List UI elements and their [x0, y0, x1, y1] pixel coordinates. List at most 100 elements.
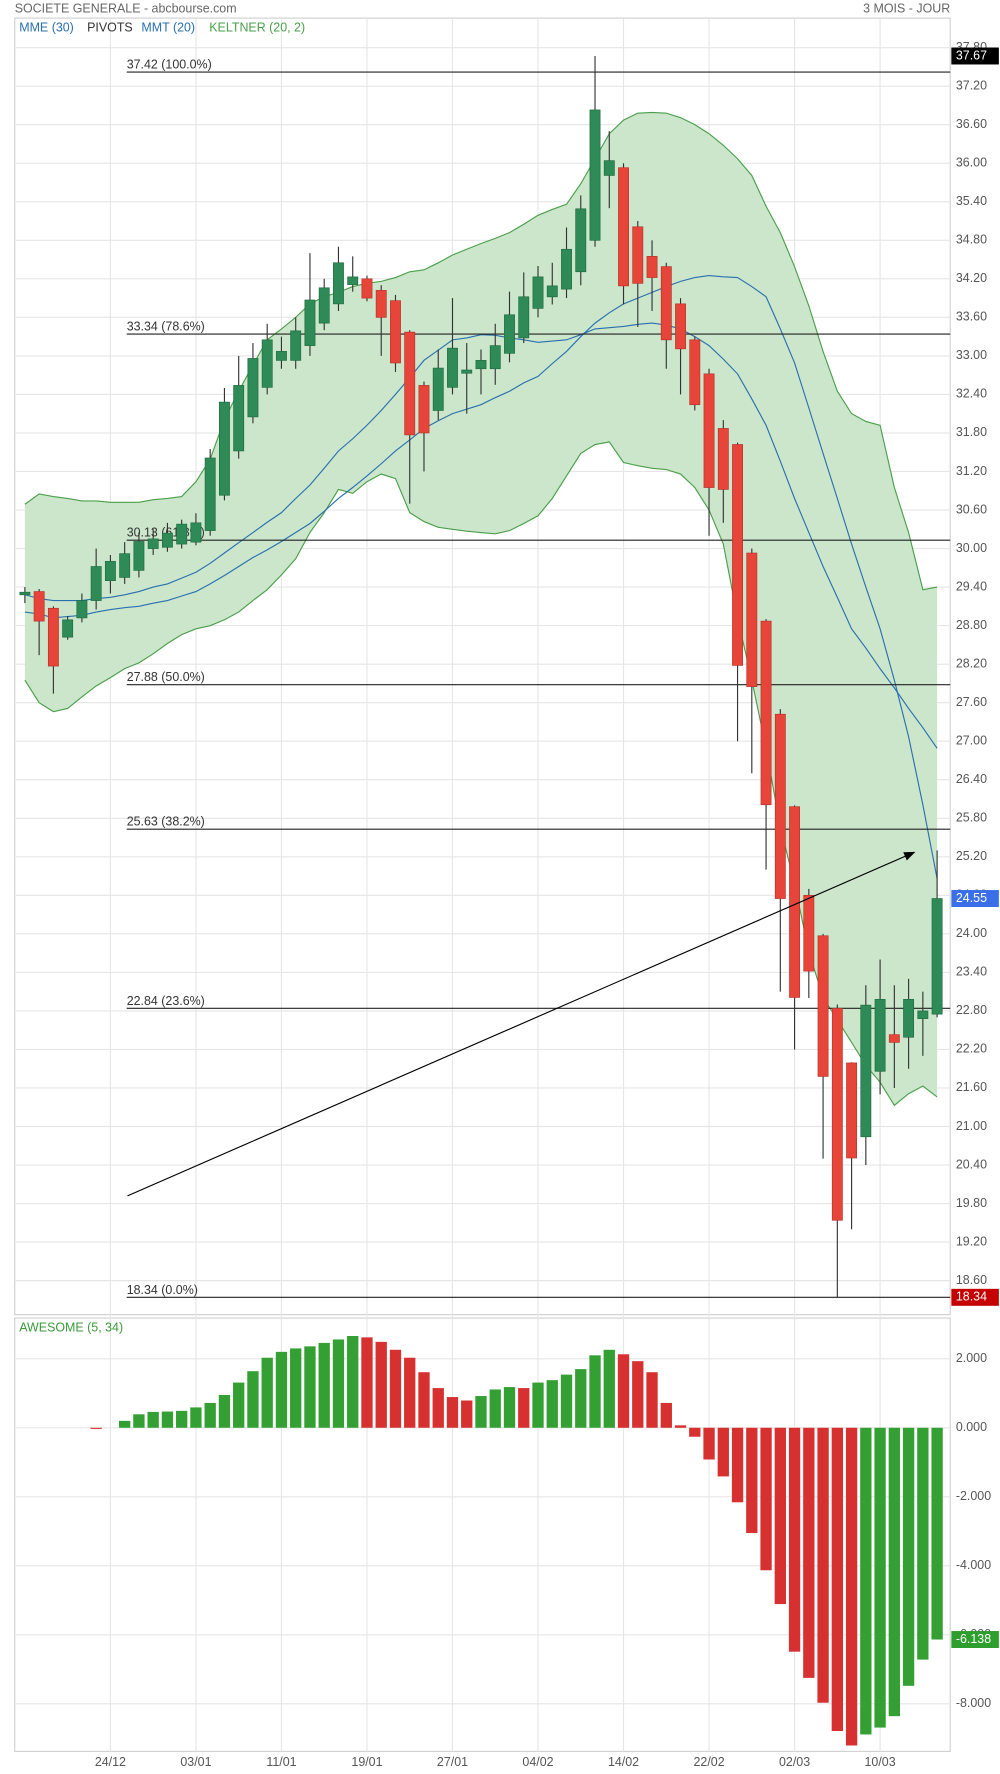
y-tick-label: 33.60 [956, 310, 987, 324]
y-tick-label: 21.60 [956, 1080, 987, 1094]
oscillator-bar [347, 1335, 359, 1428]
x-tick-label: 22/02 [693, 1755, 724, 1769]
candle-body [219, 401, 230, 496]
candle-body [247, 358, 259, 418]
candle-body [675, 303, 686, 350]
candle-body [846, 1062, 858, 1159]
candle-body [204, 457, 216, 531]
candle-body [333, 262, 344, 305]
y-tick-label: 22.80 [956, 1003, 987, 1017]
candle-body [703, 373, 715, 488]
fib-label: 33.34 (78.6%) [127, 320, 205, 334]
candle-body [532, 276, 544, 309]
y-tick-label: 33.00 [956, 348, 987, 362]
oscillator-bar [817, 1427, 829, 1703]
candle-body [90, 566, 102, 601]
oscillator-bar [233, 1382, 245, 1428]
oscillator-bar [660, 1402, 672, 1428]
candle-body [318, 287, 330, 324]
oscillator-bar [375, 1341, 387, 1428]
candle-body [233, 385, 245, 452]
moving-average [24, 275, 938, 879]
candle-body [33, 591, 45, 622]
y-tick-label: 32.40 [956, 387, 987, 401]
oscillator-bar [503, 1387, 516, 1428]
oscillator-bar [190, 1407, 202, 1428]
oscillator-bar [575, 1369, 587, 1428]
oscillator-last-box [951, 1631, 999, 1649]
keltner-upper [24, 111, 938, 591]
candle-body [518, 296, 530, 339]
fib-label: 22.84 (23.6%) [127, 994, 205, 1008]
y-tick-label: -8.000 [956, 1696, 991, 1710]
y-tick-label: 25.80 [956, 811, 987, 825]
candle-body [104, 561, 116, 581]
candle-body [290, 330, 302, 361]
x-tick-label: 03/01 [180, 1755, 211, 1769]
y-tick-label: 27.60 [956, 695, 987, 709]
y-tick-label: 23.40 [956, 965, 987, 979]
oscillator-bar [119, 1420, 131, 1428]
oscillator-bar [917, 1427, 929, 1660]
oscillator-bar [290, 1348, 302, 1428]
oscillator-bar [674, 1425, 687, 1428]
oscillator-bar [247, 1371, 259, 1428]
candle-body [76, 600, 88, 619]
oscillator-bar [760, 1427, 772, 1571]
candle-body [689, 339, 701, 406]
oscillator-bar [261, 1357, 273, 1428]
x-tick-label: 02/03 [779, 1755, 810, 1769]
candle-body [561, 248, 572, 290]
candle-body [390, 300, 401, 364]
x-tick-label: 11/01 [266, 1755, 296, 1769]
candle-body [133, 541, 145, 571]
candle-body [589, 109, 601, 241]
candle-body [603, 160, 615, 176]
y-tick-label: 31.20 [956, 464, 987, 478]
y-tick-label: 19.80 [956, 1196, 987, 1210]
candle-body [660, 266, 672, 341]
oscillator-bar [161, 1411, 174, 1428]
y-tick-label: 37.20 [956, 78, 987, 92]
oscillator-bar [703, 1427, 715, 1460]
x-tick-label: 19/01 [351, 1755, 382, 1769]
y-tick-label: 35.40 [956, 194, 987, 208]
y-tick-label: 21.00 [956, 1119, 987, 1133]
x-tick-label: 24/12 [95, 1755, 126, 1769]
candle-body [504, 314, 515, 354]
oscillator-bar [532, 1382, 544, 1428]
oscillator-bar [361, 1337, 373, 1428]
candle-body [717, 428, 729, 490]
candle-body [575, 208, 587, 273]
legend-item: PIVOTS [87, 21, 133, 35]
oscillator-bar [731, 1427, 744, 1503]
candle-body [147, 538, 159, 549]
oscillator-bar [461, 1400, 473, 1428]
oscillator-bar [475, 1396, 487, 1428]
candle-body [447, 347, 458, 388]
oscillator-bar [788, 1427, 801, 1652]
oscillator-bar [589, 1355, 601, 1428]
y-tick-label: 29.40 [956, 579, 987, 593]
candle-body [19, 591, 31, 596]
oscillator-bar [275, 1351, 288, 1428]
x-tick-label: 10/03 [865, 1755, 896, 1769]
y-tick-label: 30.60 [956, 502, 987, 516]
high-marker-box [951, 47, 999, 65]
candle-body [817, 935, 829, 1077]
candle-body [161, 532, 173, 548]
oscillator-bar [432, 1388, 444, 1428]
oscillator-bar [147, 1411, 159, 1428]
y-tick-label: 22.20 [956, 1042, 987, 1056]
candle-body [190, 522, 202, 543]
oscillator-bar [489, 1389, 501, 1428]
oscillator-bar [560, 1374, 573, 1428]
oscillator-bar [632, 1361, 644, 1428]
candle-body [803, 894, 815, 972]
candle-body [917, 1010, 929, 1019]
candle-body [119, 553, 131, 578]
oscillator-bar [931, 1427, 943, 1640]
oscillator-bar [717, 1427, 729, 1477]
oscillator-bar [518, 1388, 530, 1428]
legend-item: MME (30) [19, 21, 74, 35]
